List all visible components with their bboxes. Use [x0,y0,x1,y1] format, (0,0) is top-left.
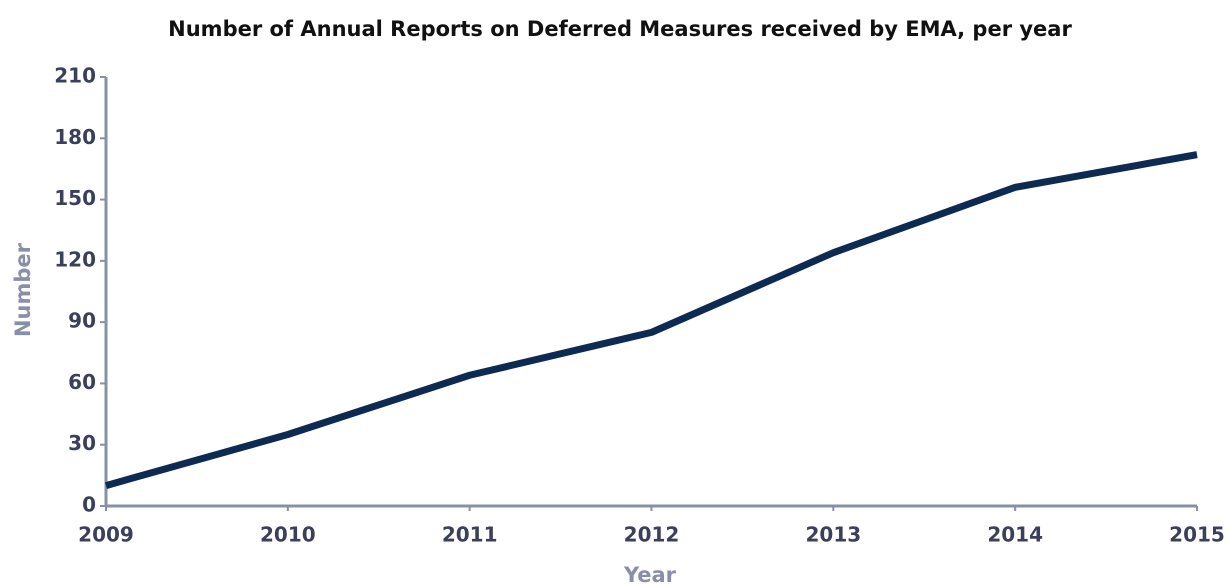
data-line [105,151,1198,489]
x-tick-label: 2011 [442,523,498,547]
x-tick-label: 2010 [260,523,316,547]
y-tick-label: 120 [54,247,96,271]
x-tick-label: 2012 [624,523,680,547]
x-tick-label: 2014 [987,523,1043,547]
y-tick-label: 210 [54,64,96,88]
y-tick-label: 0 [82,493,96,517]
y-tick-label: 30 [68,431,96,455]
x-axis-title: Year [623,563,677,586]
y-tick-label: 180 [54,125,96,149]
x-tick-label: 2009 [78,523,134,547]
y-tick-label: 60 [68,370,96,394]
x-tick-label: 2015 [1169,523,1225,547]
x-tick-label: 2013 [805,523,861,547]
y-tick-label: 150 [54,186,96,210]
chart-title: Number of Annual Reports on Deferred Mea… [168,17,1072,41]
y-tick-label: 90 [68,309,96,333]
y-axis-title: Number [11,242,35,337]
